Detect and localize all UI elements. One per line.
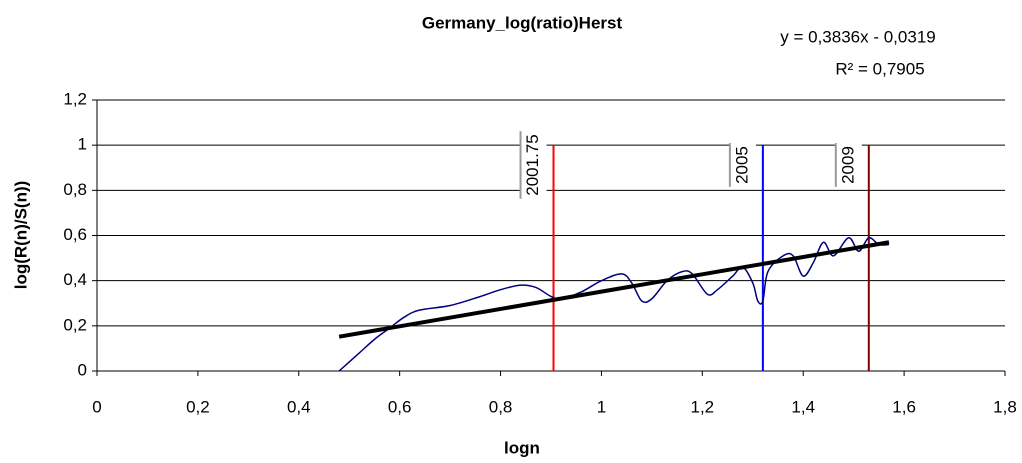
trend-line <box>338 240 890 339</box>
vertical-line-label: 2005 <box>732 146 751 184</box>
x-tick-label: 0,8 <box>489 397 513 416</box>
y-tick-label: 0 <box>78 360 87 379</box>
x-tick-label: 1,8 <box>993 397 1017 416</box>
y-tick-label: 0,4 <box>63 270 87 289</box>
x-tick-label: 0 <box>92 397 101 416</box>
y-tick-label: 0,2 <box>63 315 87 334</box>
vertical-line-label: 2001.75 <box>523 134 542 195</box>
equation: y = 0,3836x - 0,0319 <box>780 27 935 46</box>
y-tick-label: 1 <box>78 135 87 154</box>
vertical-line-label: 2009 <box>838 146 857 184</box>
x-axis-label: logn <box>504 438 540 457</box>
x-tick-label: 0,6 <box>388 397 412 416</box>
label-box <box>520 131 547 199</box>
chart-title: Germany_log(ratio)Herst <box>422 13 623 32</box>
y-axis-label: log(R(n)/S(n)) <box>11 181 30 290</box>
x-tick-label: 0,4 <box>287 397 311 416</box>
r-squared: R² = 0,7905 <box>835 59 924 78</box>
x-tick-label: 1,2 <box>691 397 715 416</box>
y-tick-label: 0,6 <box>63 225 87 244</box>
label-box <box>835 143 862 187</box>
y-tick-label: 1,2 <box>63 89 87 108</box>
x-tick-label: 1,4 <box>791 397 815 416</box>
x-tick-label: 1 <box>597 397 606 416</box>
y-tick-label: 0,8 <box>63 180 87 199</box>
x-tick-label: 0,2 <box>186 397 210 416</box>
label-box <box>729 143 756 187</box>
x-tick-label: 1,6 <box>892 397 916 416</box>
